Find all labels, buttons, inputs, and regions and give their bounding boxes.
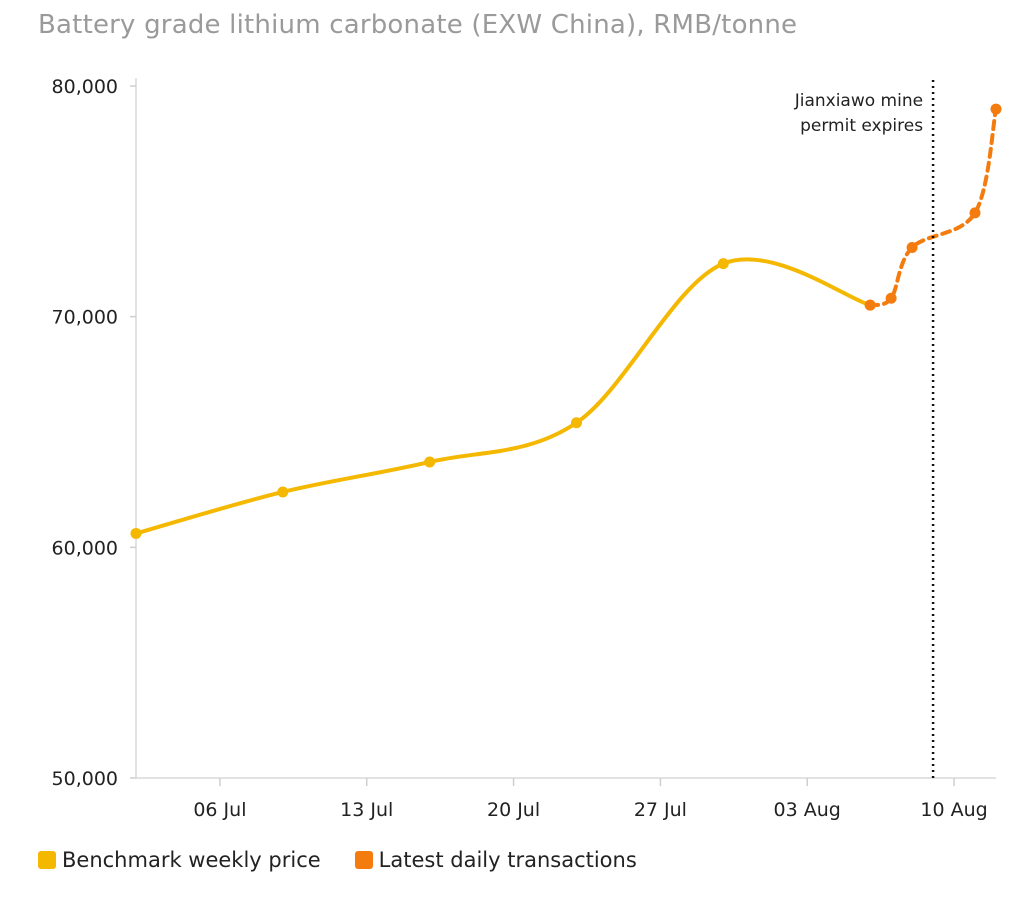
x-tick-label: 13 Jul <box>340 799 393 821</box>
legend-item-benchmark: Benchmark weekly price <box>38 848 321 872</box>
series-line-0 <box>134 257 873 536</box>
data-point-series-0 <box>570 417 582 429</box>
data-point-series-1 <box>864 299 876 311</box>
chart-title: Battery grade lithium carbonate (EXW Chi… <box>38 10 798 40</box>
y-tick-label: 50,000 <box>52 768 118 790</box>
legend-swatch-daily <box>354 851 373 869</box>
data-point-series-1 <box>885 292 897 304</box>
annotation-label: Jianxiawo mine <box>794 91 923 111</box>
series-layer <box>130 103 1002 539</box>
x-tick-label: 03 Aug <box>774 799 841 821</box>
series-line-1 <box>868 107 998 308</box>
y-tick-label: 70,000 <box>52 307 118 329</box>
data-point-series-0 <box>717 258 729 270</box>
data-point-series-1 <box>969 207 981 219</box>
data-point-series-0 <box>424 456 436 468</box>
y-tick-label: 60,000 <box>52 537 118 559</box>
annotation-layer: Jianxiawo mine permit expires <box>794 80 935 778</box>
x-tick-label: 10 Aug <box>920 799 987 821</box>
x-tick-label: 20 Jul <box>487 799 540 821</box>
data-point-series-1 <box>990 103 1002 115</box>
data-point-series-1 <box>906 241 918 253</box>
legend-label-daily: Latest daily transactions <box>378 848 637 872</box>
annotation-label: permit expires <box>800 116 923 136</box>
legend: Benchmark weekly price Latest daily tran… <box>38 848 637 872</box>
axes: 50,000 60,000 70,000 80,000 06 Jul 13 Jul 20 J… <box>52 76 996 821</box>
legend-label-benchmark: Benchmark weekly price <box>62 848 321 872</box>
legend-swatch-benchmark <box>38 851 56 869</box>
legend-item-daily: Latest daily transactions <box>354 848 637 872</box>
x-tick-label: 27 Jul <box>634 799 687 821</box>
data-point-series-0 <box>130 527 142 539</box>
data-point-series-0 <box>277 486 289 498</box>
y-tick-label: 80,000 <box>52 76 118 98</box>
x-tick-label: 06 Jul <box>193 799 246 821</box>
